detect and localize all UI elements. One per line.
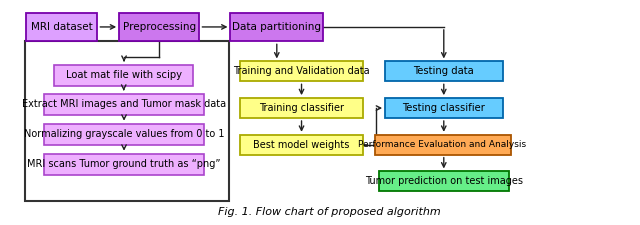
Text: Normalizing grayscale values from 0 to 1: Normalizing grayscale values from 0 to 1 <box>24 129 224 139</box>
FancyBboxPatch shape <box>374 135 511 155</box>
FancyBboxPatch shape <box>240 135 364 155</box>
FancyBboxPatch shape <box>25 41 229 201</box>
Text: Testing data: Testing data <box>413 66 474 77</box>
Text: Tumor prediction on test images: Tumor prediction on test images <box>365 176 523 186</box>
FancyBboxPatch shape <box>240 98 364 118</box>
FancyBboxPatch shape <box>379 171 509 191</box>
Text: Loat mat file with scipy: Loat mat file with scipy <box>66 70 182 80</box>
FancyBboxPatch shape <box>385 61 502 81</box>
FancyBboxPatch shape <box>44 94 204 115</box>
Text: MRI dataset: MRI dataset <box>31 22 93 32</box>
Text: MRI scans Tumor ground truth as “png”: MRI scans Tumor ground truth as “png” <box>28 159 221 169</box>
Text: Testing classifier: Testing classifier <box>403 103 485 113</box>
FancyBboxPatch shape <box>26 13 97 41</box>
FancyBboxPatch shape <box>119 13 200 41</box>
Text: Data partitioning: Data partitioning <box>232 22 321 32</box>
FancyBboxPatch shape <box>44 154 204 175</box>
Text: Fig. 1. Flow chart of proposed algorithm: Fig. 1. Flow chart of proposed algorithm <box>218 207 441 217</box>
FancyBboxPatch shape <box>230 13 323 41</box>
Text: Performance Evaluation and Analysis: Performance Evaluation and Analysis <box>358 140 527 149</box>
FancyBboxPatch shape <box>385 98 502 118</box>
FancyBboxPatch shape <box>44 124 204 145</box>
Text: Training and Validation data: Training and Validation data <box>233 66 370 77</box>
Text: Best model weights: Best model weights <box>253 140 349 150</box>
Text: Extract MRI images and Tumor mask data: Extract MRI images and Tumor mask data <box>22 99 226 109</box>
Text: Training classifier: Training classifier <box>259 103 344 113</box>
FancyBboxPatch shape <box>240 61 364 81</box>
FancyBboxPatch shape <box>54 65 193 86</box>
Text: Preprocessing: Preprocessing <box>123 22 196 32</box>
